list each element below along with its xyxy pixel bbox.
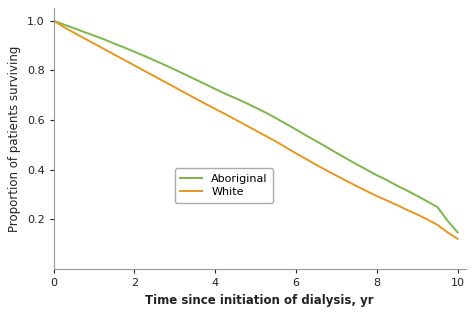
White: [243, 123, 248, 127]
White: [192, 96, 198, 100]
Aboriginal: [233, 96, 238, 100]
Aboriginal: [132, 50, 137, 54]
White: [414, 213, 420, 216]
White: [273, 140, 279, 143]
White: [233, 118, 238, 122]
Aboriginal: [162, 63, 168, 67]
Aboriginal: [435, 205, 440, 209]
Aboriginal: [384, 178, 390, 182]
Aboriginal: [61, 23, 67, 26]
Aboriginal: [253, 106, 258, 110]
Aboriginal: [152, 59, 157, 62]
Aboriginal: [303, 134, 309, 137]
Aboriginal: [283, 122, 289, 126]
Aboriginal: [192, 77, 198, 81]
White: [253, 129, 258, 132]
White: [283, 146, 289, 149]
White: [132, 64, 137, 67]
White: [61, 25, 67, 29]
Aboriginal: [323, 145, 329, 149]
Aboriginal: [222, 92, 228, 96]
White: [334, 174, 339, 178]
Aboriginal: [71, 26, 77, 30]
White: [263, 134, 269, 138]
White: [51, 19, 56, 23]
Aboriginal: [313, 139, 319, 143]
X-axis label: Time since initiation of dialysis, yr: Time since initiation of dialysis, yr: [146, 294, 374, 307]
White: [344, 179, 349, 183]
Aboriginal: [293, 128, 299, 131]
Aboriginal: [374, 173, 380, 177]
Aboriginal: [91, 34, 97, 37]
White: [142, 69, 147, 73]
White: [455, 237, 460, 241]
White: [121, 58, 127, 62]
Aboriginal: [51, 19, 56, 23]
White: [91, 42, 97, 45]
Line: Aboriginal: Aboriginal: [54, 21, 457, 232]
Aboriginal: [101, 37, 107, 41]
White: [71, 31, 77, 35]
White: [445, 231, 450, 234]
White: [374, 194, 380, 198]
Aboriginal: [142, 54, 147, 58]
Aboriginal: [81, 30, 87, 34]
Aboriginal: [202, 82, 208, 86]
Aboriginal: [172, 68, 178, 72]
Aboriginal: [263, 111, 269, 115]
White: [303, 157, 309, 161]
Aboriginal: [344, 157, 349, 160]
Aboriginal: [273, 116, 279, 120]
White: [404, 208, 410, 212]
Aboriginal: [212, 87, 218, 91]
Aboriginal: [455, 231, 460, 234]
White: [172, 85, 178, 89]
Line: White: White: [54, 21, 457, 239]
Y-axis label: Proportion of patients surviving: Proportion of patients surviving: [9, 46, 21, 232]
White: [152, 74, 157, 78]
White: [81, 36, 87, 40]
Aboriginal: [414, 194, 420, 198]
Aboriginal: [394, 184, 400, 187]
White: [111, 53, 117, 56]
White: [212, 107, 218, 111]
Aboriginal: [364, 168, 370, 172]
Aboriginal: [334, 151, 339, 155]
White: [313, 163, 319, 167]
White: [162, 80, 168, 84]
White: [293, 152, 299, 155]
Aboriginal: [424, 200, 430, 203]
White: [394, 203, 400, 207]
White: [354, 184, 359, 188]
White: [101, 47, 107, 51]
Aboriginal: [404, 189, 410, 192]
Aboriginal: [121, 46, 127, 49]
Aboriginal: [182, 72, 188, 76]
Aboriginal: [354, 163, 359, 166]
Aboriginal: [445, 219, 450, 223]
White: [384, 199, 390, 203]
White: [424, 218, 430, 221]
White: [323, 168, 329, 172]
Legend: Aboriginal, White: Aboriginal, White: [174, 169, 273, 203]
White: [364, 189, 370, 193]
White: [182, 91, 188, 94]
White: [435, 223, 440, 227]
White: [202, 102, 208, 106]
White: [222, 112, 228, 116]
Aboriginal: [111, 42, 117, 45]
Aboriginal: [243, 101, 248, 105]
